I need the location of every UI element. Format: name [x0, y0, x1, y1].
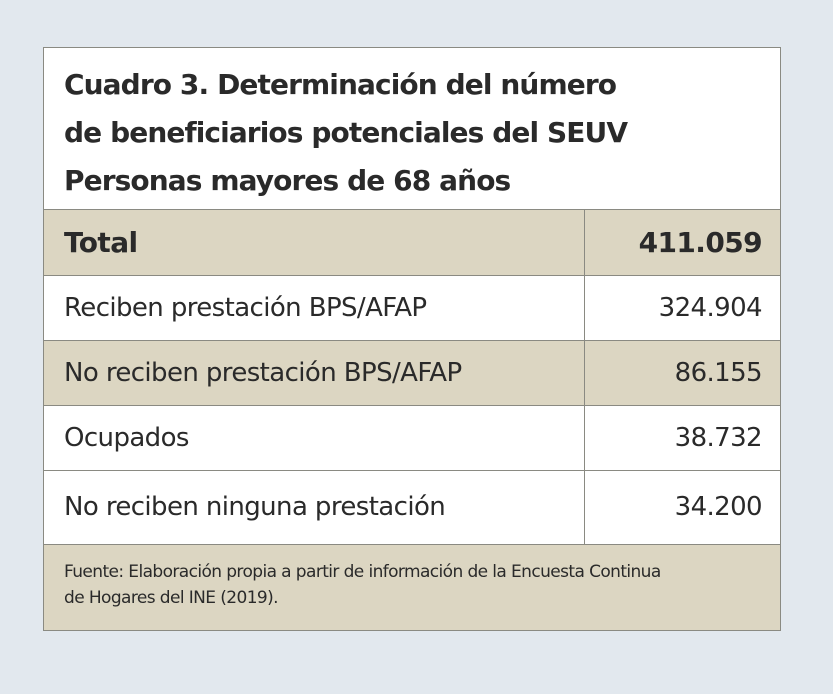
total-row: Total 411.059 — [44, 210, 780, 276]
table-row: Reciben prestación BPS/AFAP 324.904 — [44, 275, 780, 341]
row-label: No reciben prestación BPS/AFAP — [44, 340, 585, 406]
row-value: 86.155 — [584, 340, 780, 406]
title-line-1: Cuadro 3. Determinación del número — [64, 68, 617, 101]
title-line-3: Personas mayores de 68 años — [64, 164, 511, 197]
row-label: No reciben ninguna prestación — [44, 470, 585, 545]
total-value: 411.059 — [584, 210, 780, 276]
total-label: Total — [44, 210, 585, 276]
row-value: 34.200 — [584, 470, 780, 545]
row-value: 38.732 — [584, 405, 780, 471]
table-title: Cuadro 3. Determinación del número de be… — [44, 48, 780, 210]
row-value: 324.904 — [584, 275, 780, 341]
table-card: Cuadro 3. Determinación del número de be… — [43, 47, 781, 631]
title-line-2: de beneficiarios potenciales del SEUV — [64, 116, 628, 149]
source-note: Fuente: Elaboración propia a partir de i… — [44, 545, 780, 630]
row-label: Ocupados — [44, 405, 585, 471]
source-line-1: Fuente: Elaboración propia a partir de i… — [64, 562, 661, 582]
row-label: Reciben prestación BPS/AFAP — [44, 275, 585, 341]
source-line-2: de Hogares del INE (2019). — [64, 588, 279, 608]
table-row: Ocupados 38.732 — [44, 405, 780, 471]
data-table: Total 411.059 Reciben prestación BPS/AFA… — [44, 210, 780, 545]
table-row: No reciben prestación BPS/AFAP 86.155 — [44, 340, 780, 406]
table-row: No reciben ninguna prestación 34.200 — [44, 470, 780, 545]
